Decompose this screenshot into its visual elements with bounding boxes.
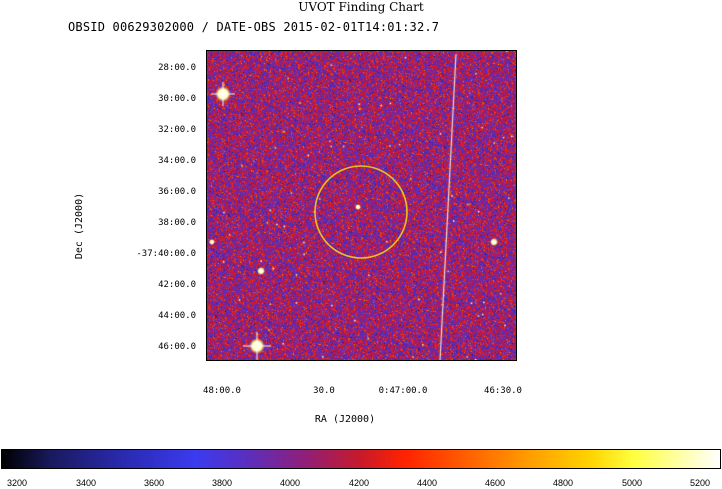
dec-tick-label: 34:00.0 xyxy=(158,156,196,166)
chart-title: UVOT Finding Chart xyxy=(298,0,424,14)
sky-image xyxy=(206,50,517,361)
colorbar-tick-label: 5200 xyxy=(689,478,711,488)
colorbar-tick-label: 5000 xyxy=(621,478,643,488)
sky-overlay xyxy=(314,165,408,259)
observation-subtitle: OBSID 00629302000 / DATE-OBS 2015-02-01T… xyxy=(68,20,440,34)
dec-tick-label: 44:00.0 xyxy=(158,311,196,321)
dec-axis-label: Dec (J2000) xyxy=(74,192,85,260)
ra-tick-label: 30.0 xyxy=(313,386,335,396)
colorbar-tick-label: 4400 xyxy=(416,478,438,488)
colorbar-tick-label: 3600 xyxy=(143,478,165,488)
dec-tick-label: 42:00.0 xyxy=(158,280,196,290)
colorbar-tick-label: 3200 xyxy=(6,478,28,488)
dec-tick-label: 38:00.0 xyxy=(158,218,196,228)
dec-tick-label: -37:40:00.0 xyxy=(136,249,196,259)
dec-tick-label: 46:00.0 xyxy=(158,342,196,352)
colorbar xyxy=(1,449,721,469)
colorbar-tick-label: 4200 xyxy=(348,478,370,488)
dec-tick-label: 28:00.0 xyxy=(158,63,196,73)
target-circle xyxy=(314,165,408,259)
ra-tick-label: 48:00.0 xyxy=(203,386,241,396)
dec-tick-label: 30:00.0 xyxy=(158,94,196,104)
colorbar-tick-label: 4600 xyxy=(484,478,506,488)
ra-tick-label: 0:47:00.0 xyxy=(378,386,428,396)
colorbar-tick-label: 3800 xyxy=(211,478,233,488)
colorbar-tick-label: 4000 xyxy=(279,478,301,488)
dec-tick-label: 32:00.0 xyxy=(158,125,196,135)
ra-axis-label: RA (J2000) xyxy=(314,414,376,425)
dec-tick-label: 36:00.0 xyxy=(158,187,196,197)
ra-tick-label: 46:30.0 xyxy=(484,386,522,396)
colorbar-tick-label: 3400 xyxy=(75,478,97,488)
colorbar-tick-label: 4800 xyxy=(552,478,574,488)
